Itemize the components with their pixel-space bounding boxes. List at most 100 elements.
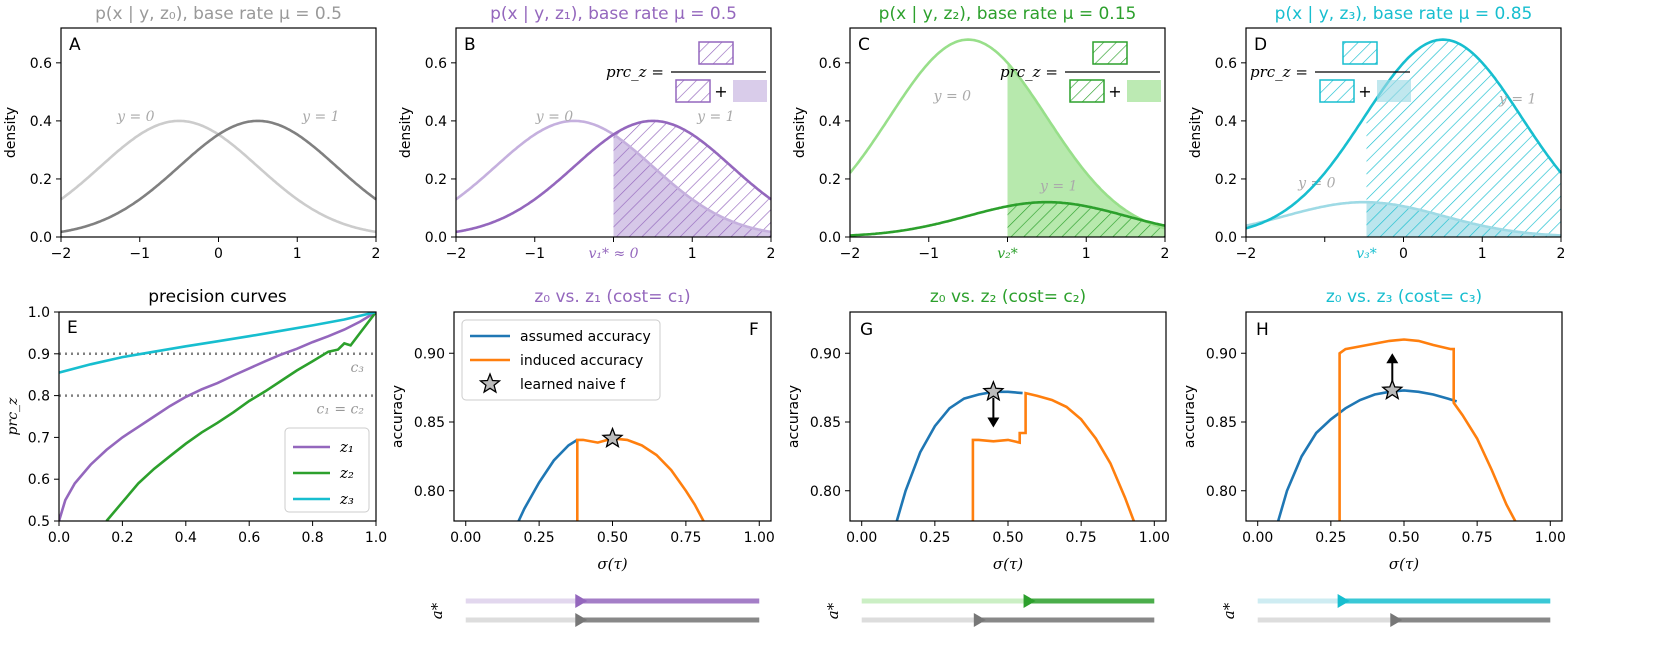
action-label: a* (1220, 602, 1238, 619)
panel-letter: A (69, 35, 81, 55)
induced-accuracy-line (971, 391, 1136, 521)
formula-denominator-box-hatched (1319, 79, 1355, 103)
x-tick-label: 0 (214, 246, 223, 262)
density-curve-y1 (849, 200, 1166, 237)
true-positive-area (1366, 39, 1561, 237)
panel-letter: E (67, 318, 78, 338)
y-axis-label: accuracy (390, 385, 406, 448)
x-tick-label: 0.25 (1315, 530, 1346, 546)
accuracy-panel-h: 0.00 0.25 0.50 0.75 1.00 0.80 0.85 0.90 accuracy… (1182, 287, 1566, 627)
x-tick-label: 0.25 (524, 530, 555, 546)
density-curve-y1 (1245, 38, 1562, 230)
axes-frame (58, 311, 377, 522)
legend: assumed accuracy induced accuracy learned … (461, 319, 661, 401)
x-tick-label: 0.8 (301, 530, 323, 546)
x-tick-label: −2 (51, 246, 72, 262)
y-tick-label: 0.6 (1215, 56, 1237, 72)
y-tick-label: 0.80 (414, 484, 445, 500)
formula-plus: + (1358, 82, 1371, 101)
panel-title: p(x | y, z₁), base rate μ = 0.5 (490, 4, 737, 24)
y-tick-label: 0.5 (28, 514, 50, 530)
density-panel-a: y = 0 y = 1 −2 −1 0 1 2 0.0 0.2 0.4 0.6 density Ap(x… (3, 4, 380, 262)
panel-title: z₀ vs. z₂ (cost= c₂) (930, 287, 1086, 307)
threshold-label: v₂* (997, 246, 1018, 262)
x-tick-label: 0.50 (992, 530, 1023, 546)
x-tick-label: 1.00 (1139, 530, 1170, 546)
x-tick-label: 0.00 (846, 530, 877, 546)
x-tick-label: 0.6 (238, 530, 260, 546)
y-tick-label: 0.85 (810, 415, 841, 431)
y-tick-label: 0.80 (810, 484, 841, 500)
y-axis-label: density (792, 107, 808, 158)
legend-box (284, 427, 370, 513)
shift-arrow-head (987, 417, 1000, 428)
x-tick-label: 1 (1082, 246, 1091, 262)
shift-arrow-head (1386, 353, 1399, 364)
accuracy-panel-g: 0.00 0.25 0.50 0.75 1.00 0.80 0.85 0.90 accuracy… (786, 287, 1170, 627)
density-curve-y0 (60, 119, 377, 234)
formula-numerator-box (698, 41, 734, 65)
formula-denominator-box-solid (733, 80, 767, 102)
legend-label: z₂ (339, 464, 354, 482)
y-tick-label: 0.0 (425, 230, 447, 246)
y-tick-label: 0.6 (819, 56, 841, 72)
curve-label: y = 1 (1498, 91, 1536, 107)
action-bars: a* (428, 594, 760, 627)
panel-title: precision curves (148, 287, 287, 307)
learned-naive-f-star-icon (1381, 378, 1404, 400)
y-axis-label: prc_z (5, 397, 21, 435)
x-tick-label: −1 (129, 246, 150, 262)
panel-title: p(x | y, z₀), base rate μ = 0.5 (95, 4, 342, 24)
x-tick-label: 2 (1557, 246, 1566, 262)
action-switch-marker (1337, 594, 1350, 608)
y-tick-label: 0.4 (819, 114, 841, 130)
panel-letter: F (749, 320, 759, 340)
y-tick-label: 0.90 (414, 346, 445, 362)
density-curve-y1 (60, 119, 377, 234)
panel-title: p(x | y, z₃), base rate μ = 0.85 (1275, 4, 1533, 24)
x-tick-label: 1 (688, 246, 697, 262)
y-axis-label: accuracy (1182, 385, 1198, 448)
action-bars: a* (1220, 594, 1551, 627)
x-tick-label: 0.4 (175, 530, 197, 546)
x-tick-label: 1 (1478, 246, 1487, 262)
y-tick-label: 0.0 (30, 230, 52, 246)
y-axis-label: density (3, 107, 19, 158)
formula-denominator-box-hatched (675, 79, 711, 103)
y-tick-label: 0.2 (819, 172, 841, 188)
action-switch-marker (973, 613, 986, 627)
legend: z₁ z₂ z₃ (284, 427, 370, 513)
cost-threshold-label: c₃ (351, 360, 365, 376)
learned-naive-f-star-icon (601, 426, 624, 449)
true-positive-area (613, 120, 771, 237)
legend-label: z₁ (339, 438, 354, 456)
formula-numerator-box (1092, 41, 1128, 65)
assumed-accuracy-line (895, 390, 1023, 521)
action-switch-marker (575, 613, 588, 627)
x-tick-label: 2 (767, 246, 776, 262)
y-tick-label: 0.7 (28, 430, 50, 446)
y-tick-label: 0.4 (30, 114, 52, 130)
x-tick-label: 0.25 (919, 530, 950, 546)
precision-curve-z3 (59, 312, 376, 374)
formula-denominator-box-hatched (1069, 79, 1105, 103)
y-tick-label: 0.4 (425, 114, 447, 130)
action-bars: a* (824, 594, 1155, 627)
panel-letter: H (1256, 320, 1269, 340)
y-tick-label: 0.90 (810, 346, 841, 362)
y-tick-label: 0.4 (1215, 114, 1237, 130)
x-tick-label: 1.0 (365, 530, 387, 546)
induced-accuracy-line (575, 437, 705, 521)
y-tick-label: 0.2 (1215, 172, 1237, 188)
y-axis-label: density (1188, 107, 1204, 158)
curve-label: y = 1 (1039, 179, 1077, 195)
y-tick-label: 0.9 (28, 347, 50, 363)
density-panel-b: y = 0 y = 1 −2 −1 1 2 0.0 0.2 0.4 0.6 density Bp(x … (398, 4, 775, 262)
formula-label: prc_z = (1250, 63, 1308, 81)
density-curve-y0 (1245, 200, 1562, 237)
true-positive-area (1007, 202, 1165, 237)
panel-title: p(x | y, z₂), base rate μ = 0.15 (879, 4, 1137, 24)
y-tick-label: 0.0 (1215, 230, 1237, 246)
